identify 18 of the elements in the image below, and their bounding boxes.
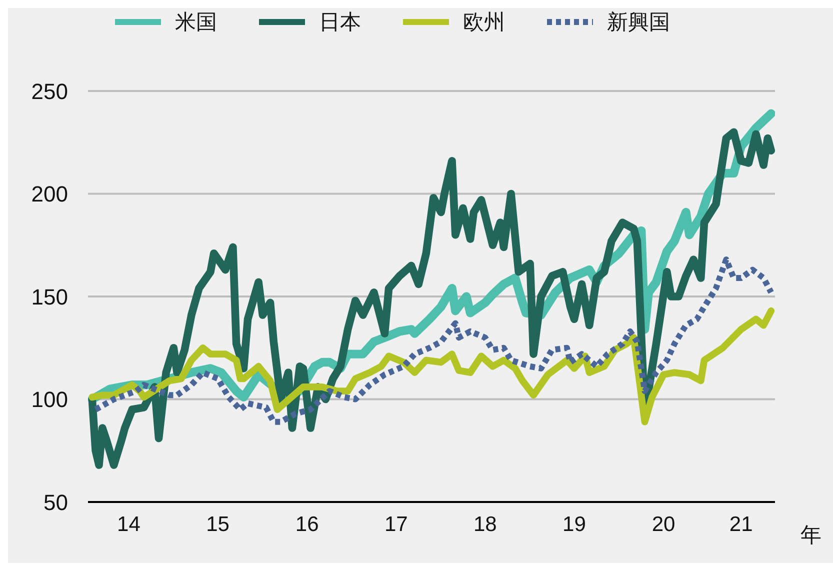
x-tick-label: 19 [562,512,586,536]
x-tick-label: 16 [295,512,319,536]
y-tick-label: 100 [31,387,68,412]
y-tick-label: 50 [44,490,68,515]
x-axis-title: 年 [800,524,822,547]
legend-label: 米国 [175,10,217,36]
legend-label: 日本 [319,10,361,36]
y-tick-label: 250 [31,78,68,104]
legend-label: 新興国 [607,10,670,36]
y-tick-label: 150 [31,284,68,310]
x-tick-label: 21 [729,512,753,536]
x-tick-label: 20 [652,512,676,536]
legend-label: 欧州 [463,10,505,36]
x-tick-label: 17 [384,512,408,536]
y-tick-label: 200 [31,182,68,207]
x-tick-label: 15 [206,512,230,536]
x-tick-label: 18 [473,512,497,536]
x-tick-label: 14 [117,512,141,536]
